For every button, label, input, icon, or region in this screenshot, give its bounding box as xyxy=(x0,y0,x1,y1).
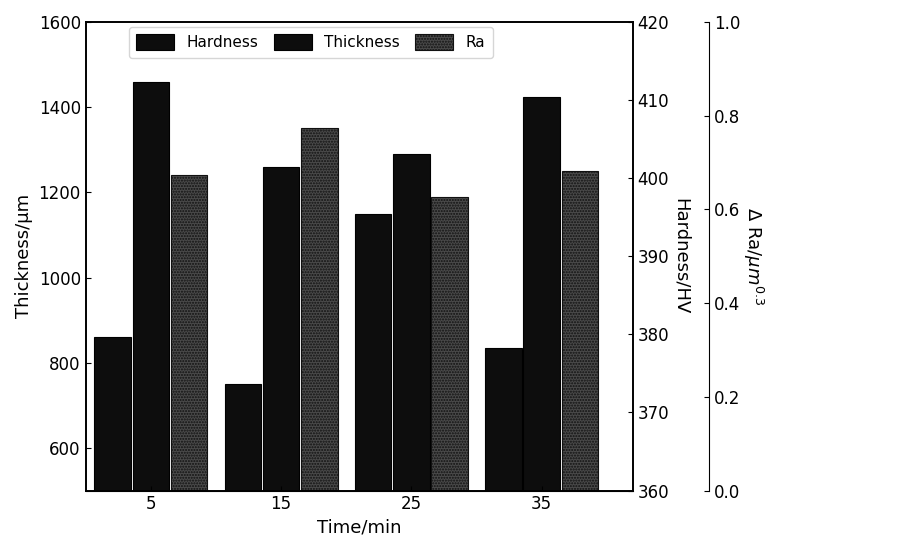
Bar xyxy=(431,197,468,491)
Bar xyxy=(301,129,337,491)
Bar xyxy=(393,154,430,491)
Bar xyxy=(133,82,169,491)
Bar xyxy=(523,97,560,491)
Bar xyxy=(355,214,391,491)
Y-axis label: Thickness/μm: Thickness/μm xyxy=(15,194,33,319)
Legend: Hardness, Thickness, Ra: Hardness, Thickness, Ra xyxy=(128,26,492,58)
Bar xyxy=(263,167,300,491)
Y-axis label: Hardness/HV: Hardness/HV xyxy=(672,198,690,315)
Bar xyxy=(485,348,521,491)
Bar xyxy=(94,337,131,491)
Bar xyxy=(170,176,207,491)
Y-axis label: $\Delta$ Ra/$\mu m^{0.3}$: $\Delta$ Ra/$\mu m^{0.3}$ xyxy=(741,207,765,305)
Bar xyxy=(224,384,261,491)
Bar xyxy=(562,171,598,491)
X-axis label: Time/min: Time/min xyxy=(317,519,402,537)
